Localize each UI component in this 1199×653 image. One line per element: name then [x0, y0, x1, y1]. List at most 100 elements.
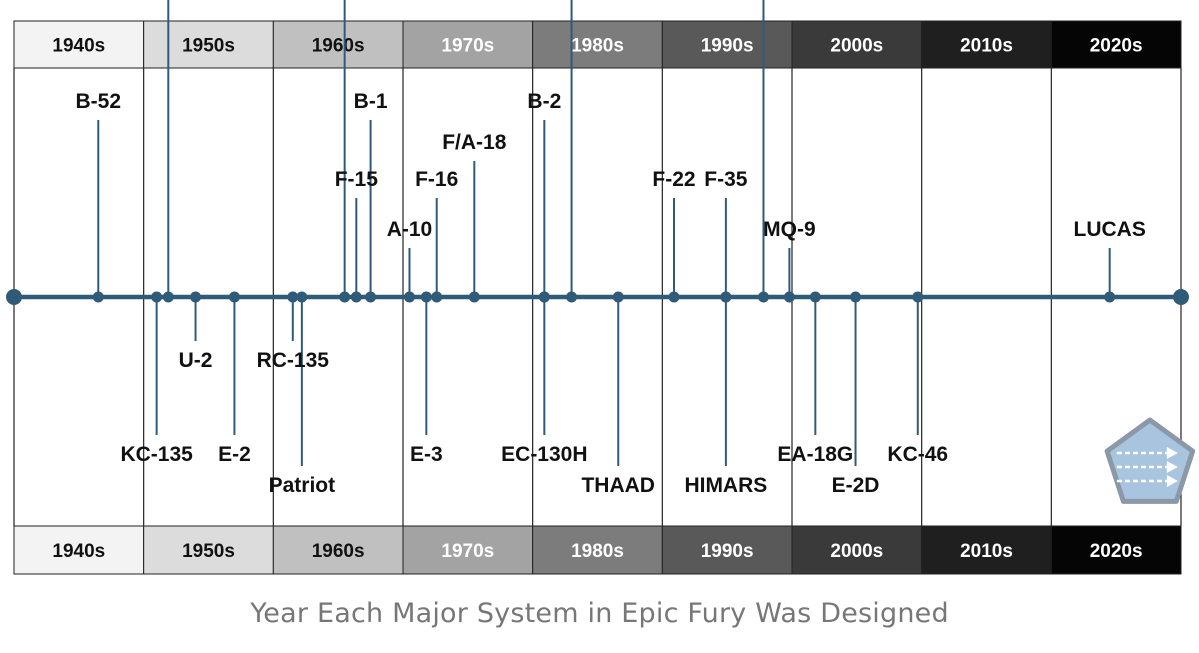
event-label: HIMARS: [684, 474, 767, 497]
event-label: B-1: [354, 90, 388, 113]
event-label: EC-130H: [501, 443, 587, 466]
decade-band-bottom: [921, 525, 1052, 575]
event-label: E-3: [410, 443, 443, 466]
event-label: LUCAS: [1074, 218, 1146, 241]
event-dot: [92, 291, 104, 303]
event-label: F-16: [415, 168, 458, 191]
event-dot: [431, 291, 443, 303]
event-label: Nimitz Carriers: [270, 0, 419, 5]
decade-label-bottom: 2020s: [1090, 541, 1143, 562]
event-label: THAAD: [581, 474, 655, 497]
event-dot: [403, 291, 415, 303]
event-dot: [420, 291, 432, 303]
decade-label-bottom: 1960s: [312, 541, 365, 562]
event-dot: [1104, 291, 1116, 303]
decade-band-top: [921, 20, 1052, 69]
decade-band-bottom: [791, 525, 923, 575]
decade-label-bottom: 1970s: [441, 541, 494, 562]
decade-band-top: [791, 20, 923, 69]
event-label: F/A-18: [442, 131, 507, 154]
event-label: F-35: [704, 168, 748, 191]
event-label-layer: B-52 KC-135 C-130 U-2 E-2 RC-135 Patriot Nimitz…: [76, 0, 1146, 497]
event-label: U-2: [179, 349, 213, 372]
decade-label-bottom: 1950s: [182, 541, 235, 562]
decade-label-top: 2020s: [1090, 36, 1143, 57]
event-dot: [783, 291, 795, 303]
decade-label-top: 1990s: [701, 36, 754, 57]
event-label: RC-135: [257, 349, 330, 372]
event-dot: [228, 291, 240, 303]
decade-label-bottom: 2010s: [960, 541, 1013, 562]
event-label: B-2: [527, 90, 561, 113]
event-label: EA-18G: [777, 443, 853, 466]
event-label: F-15: [335, 168, 379, 191]
pentagon-arrows-icon: [1104, 417, 1196, 504]
decade-band-bottom: [143, 525, 274, 575]
event-dot: [720, 291, 732, 303]
event-dot: [350, 291, 362, 303]
timeline-axis-layer: [6, 289, 1189, 305]
event-dot-layer: [92, 291, 1116, 303]
event-label: MQ-9: [763, 218, 816, 241]
decade-band-bottom: [402, 525, 534, 575]
decade-band-bottom: [13, 525, 145, 575]
event-dot: [612, 291, 624, 303]
event-dot: [757, 291, 769, 303]
decade-label-top: 2010s: [960, 36, 1013, 57]
arrow-head: [1166, 475, 1178, 487]
decade-label-top: 1960s: [312, 36, 365, 57]
event-dot: [566, 291, 578, 303]
event-label: C-17: [549, 0, 595, 5]
decade-header-top: 1940s 1950s 1960s 1970s 1980s 1990s 2000s 2010s…: [13, 20, 1182, 69]
decade-band-bottom: [661, 525, 793, 575]
event-dot: [468, 291, 480, 303]
event-dot: [912, 291, 924, 303]
pentagon-shape: [1104, 417, 1196, 504]
event-label: KC-46: [887, 443, 948, 466]
event-dot: [668, 291, 680, 303]
decade-label-bottom: 1980s: [571, 541, 624, 562]
decade-band-top: [402, 20, 534, 69]
event-dot: [287, 291, 299, 303]
event-label: Patriot: [269, 474, 336, 497]
event-dot: [365, 291, 377, 303]
arrow-head: [1166, 447, 1178, 459]
event-label: Ford Carriers: [697, 0, 830, 5]
decade-label-top: 1950s: [182, 36, 235, 57]
event-label: E-2: [218, 443, 251, 466]
decade-band-bottom: [1050, 525, 1182, 575]
decade-band-bottom: [532, 525, 663, 575]
event-dot: [538, 291, 550, 303]
decade-label-bottom: 1940s: [52, 541, 105, 562]
arrow-head: [1166, 461, 1178, 473]
decade-band-top: [143, 20, 274, 69]
decade-label-bottom: 2000s: [830, 541, 883, 562]
event-label: KC-135: [120, 443, 193, 466]
decade-label-top: 1940s: [52, 36, 105, 57]
decade-band-top: [272, 20, 404, 69]
decade-label-bottom: 1990s: [701, 541, 754, 562]
decade-band-top: [532, 20, 663, 69]
decade-band-top: [1050, 20, 1182, 69]
event-dot: [296, 291, 308, 303]
decade-band-bottom: [272, 525, 404, 575]
decade-label-top: 1980s: [571, 36, 624, 57]
event-stem-layer: [97, 0, 1111, 466]
event-dot: [151, 291, 163, 303]
event-label: E-2D: [832, 474, 880, 497]
event-dot: [162, 291, 174, 303]
chart-caption: Year Each Major System in Epic Fury Was …: [250, 598, 949, 629]
decade-header-bottom: 1940s 1950s 1960s 1970s 1980s 1990s 2000s 2010s…: [13, 525, 1182, 575]
event-dot: [339, 291, 351, 303]
event-dot: [850, 291, 862, 303]
event-dot: [190, 291, 202, 303]
decade-label-top: 1970s: [441, 36, 494, 57]
decade-label-top: 2000s: [830, 36, 883, 57]
event-label: A-10: [387, 218, 433, 241]
decade-band-top: [661, 20, 793, 69]
axis-start-cap: [6, 289, 22, 305]
axis-end-cap: [1173, 289, 1189, 305]
timeline-chart: 1940s 1950s 1960s 1970s 1980s 1990s 2000s 2010s…: [6, 0, 1196, 575]
event-dot: [809, 291, 821, 303]
event-label: C-130: [140, 0, 197, 5]
